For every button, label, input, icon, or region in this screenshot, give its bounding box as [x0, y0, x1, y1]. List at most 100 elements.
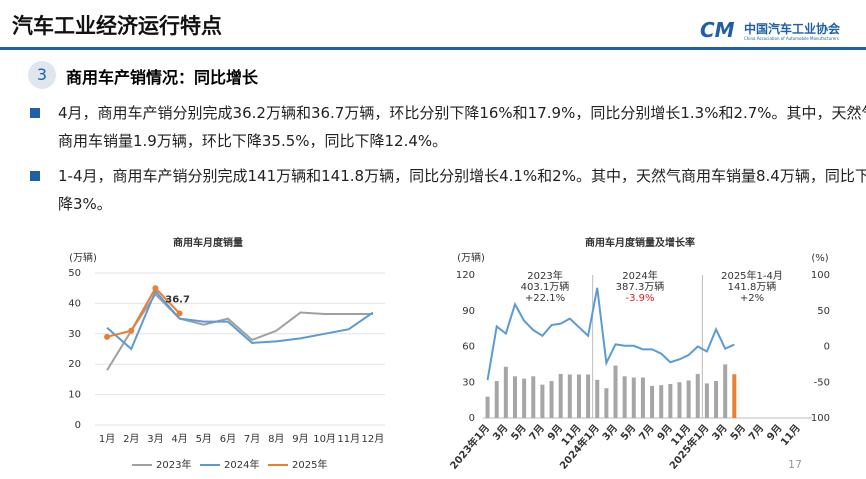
bar [631, 377, 636, 418]
line-series [106, 289, 374, 351]
bar [650, 385, 655, 418]
y2-tick-label: -100 [807, 413, 830, 424]
bar [549, 381, 554, 418]
bar [622, 376, 627, 418]
bar [613, 365, 618, 418]
y-tick-label: 60 [462, 342, 475, 353]
annotation: 2023年 [527, 269, 562, 282]
x-tick-label: 3月 [600, 422, 620, 443]
logo-mark: CM [700, 18, 735, 42]
bar [677, 382, 682, 418]
bar [567, 374, 572, 418]
bar [659, 385, 664, 418]
point [104, 333, 111, 340]
x-tick-label: 5月 [728, 422, 748, 443]
x-tick-label: 4月 [171, 433, 187, 445]
y2-tick-label: -50 [814, 377, 830, 388]
point [152, 285, 159, 292]
x-tick-label: 5月 [618, 422, 638, 443]
x-tick-label: 3月 [710, 422, 730, 443]
y-axis-label: (万辆) [69, 251, 97, 264]
point [176, 310, 183, 317]
x-tick-label: 12月 [362, 433, 385, 445]
x-tick-label: 7月 [527, 422, 547, 443]
legend-label: 2025年 [292, 458, 327, 471]
x-tick-label: 5月 [509, 422, 529, 443]
y-tick-label: 10 [68, 390, 81, 401]
x-tick-label: 9月 [292, 433, 308, 445]
bullet: 1-4月，商用车产销分别完成141万辆和141.8万辆，同比分别增长4.1%和2… [28, 162, 866, 218]
logo-en: China Association of Automobile Manufact… [744, 36, 839, 41]
x-tick-label: 3月 [147, 433, 163, 445]
y-tick-label: 0 [75, 420, 81, 431]
annotation: +22.1% [525, 293, 565, 304]
bar [732, 374, 737, 418]
x-tick-label: 2023年1月 [447, 422, 492, 472]
bar [714, 381, 719, 418]
bar [640, 377, 645, 418]
header-rule [0, 47, 866, 50]
page-number: 17 [788, 458, 802, 471]
y-tick-label: 0 [469, 413, 475, 424]
line-series [106, 286, 181, 338]
annotation: 387.3万辆 [616, 280, 665, 293]
x-tick-label: 6月 [220, 433, 236, 445]
bar [704, 383, 709, 418]
section-title: 商用车产销情况：同比增长 [66, 68, 259, 87]
point [128, 327, 135, 334]
chart-title: 商用车月度销量及增长率 [585, 236, 695, 249]
section-number: 3 [28, 61, 56, 89]
bar [695, 373, 700, 418]
x-tick-label: 10月 [313, 433, 336, 445]
x-tick-label: 2月 [123, 433, 139, 445]
y-tick-label: 30 [462, 377, 475, 388]
y2-tick-label: 0 [824, 342, 830, 353]
y-tick-label: 50 [68, 268, 81, 279]
x-tick-label: 5月 [196, 433, 212, 445]
chart-title: 商用车月度销量 [173, 236, 243, 249]
bar [485, 396, 490, 418]
y-tick-label: 40 [68, 298, 81, 309]
y2-tick-label: 50 [817, 306, 830, 317]
y-tick-label: 20 [68, 359, 81, 370]
bar [540, 384, 545, 418]
bar [686, 380, 691, 418]
annotation: -3.9% [625, 293, 654, 304]
x-tick-label: 8月 [268, 433, 284, 445]
y2-axis-label: (%) [811, 253, 828, 264]
bar [723, 364, 728, 418]
y-tick-label: 30 [68, 329, 81, 340]
bar [586, 374, 591, 418]
y-tick-label: 120 [456, 270, 475, 281]
bar [595, 379, 600, 418]
bar [576, 374, 581, 418]
x-tick-label: 7月 [746, 422, 766, 443]
bar [604, 388, 609, 418]
annotation: 403.1万辆 [521, 280, 570, 293]
annotation: 2025年1-4月 [721, 269, 783, 282]
bar [531, 376, 536, 418]
value-label: 36.7 [165, 294, 190, 305]
y2-tick-label: 100 [811, 270, 830, 281]
bar [512, 376, 517, 418]
x-tick-label: 1月 [99, 433, 115, 445]
x-tick-label: 3月 [490, 422, 510, 443]
y-axis-label: (万辆) [457, 251, 485, 264]
bar [668, 384, 673, 418]
bar [522, 378, 527, 418]
bullet: 4月，商用车产销分别完成36.2万辆和36.7万辆，环比分别下降16%和17.9… [28, 99, 866, 155]
bar [494, 381, 499, 418]
annotation: +2% [740, 293, 764, 304]
y-tick-label: 90 [462, 306, 475, 317]
line-series [486, 287, 735, 381]
annotation: 2024年 [622, 269, 657, 282]
legend-label: 2024年 [224, 458, 259, 471]
bar [558, 373, 563, 418]
slide-title: 汽车工业经济运行特点 [12, 14, 222, 38]
x-tick-label: 11月 [778, 422, 803, 448]
bar [503, 366, 508, 418]
x-tick-label: 7月 [637, 422, 657, 443]
x-tick-label: 7月 [244, 433, 260, 445]
